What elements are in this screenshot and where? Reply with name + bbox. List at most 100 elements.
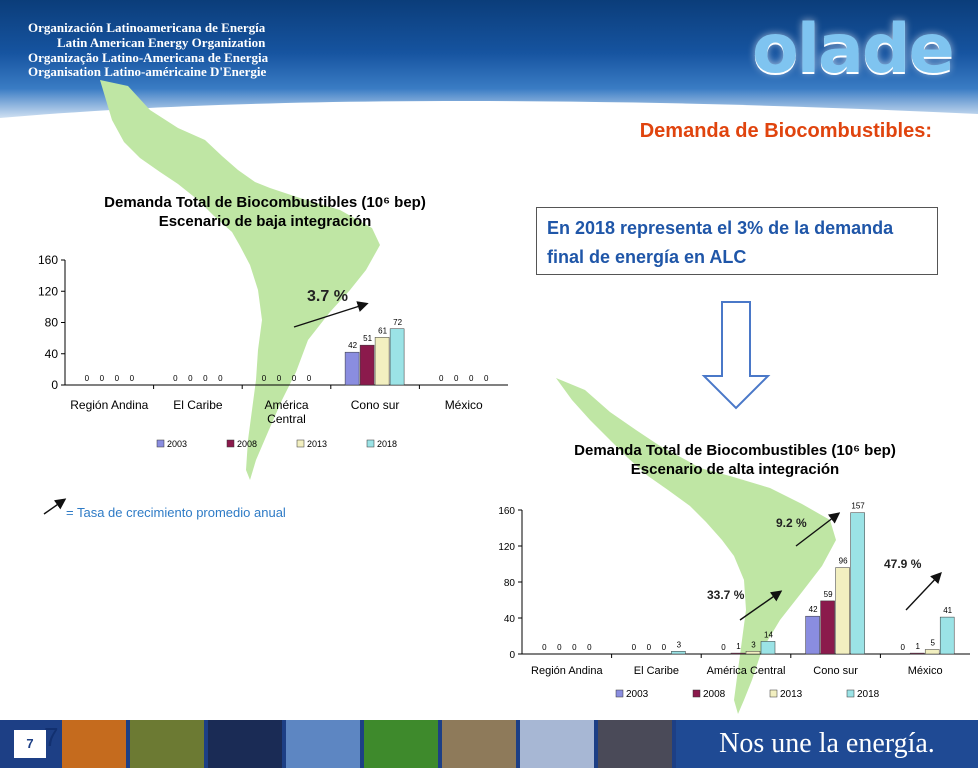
chart1-title: Demanda Total de Biocombustibles (10⁶ be… [80, 193, 450, 231]
chart2-bar [835, 567, 850, 655]
down-arrow-icon [701, 301, 771, 410]
chart1-data-label: 0 [203, 374, 208, 383]
page-number: 7 [14, 730, 46, 758]
chart2-legend-label: 2018 [857, 689, 880, 700]
chart2-data-label: 3 [751, 640, 756, 649]
chart2-legend-swatch [846, 689, 855, 698]
chart1-data-label: 0 [100, 374, 105, 383]
chart2-bar [909, 652, 925, 655]
callout-box: En 2018 representa el 3% de la demanda f… [536, 207, 938, 275]
chart1-data-label: 42 [348, 341, 357, 350]
chart1-data-label: 0 [292, 374, 297, 383]
chart1-data-label: 0 [188, 374, 193, 383]
org-name-en: Latin American Energy Organization [57, 35, 266, 50]
chart2-category-label: Cono sur [813, 665, 858, 677]
chart2-data-label: 41 [943, 606, 952, 615]
chart1-legend-label: 2018 [377, 439, 397, 449]
chart1-data-label: 0 [439, 374, 444, 383]
chart2-bar [745, 651, 761, 655]
growth-rate-c2-central: 33.7 % [707, 588, 745, 602]
chart1-bar [374, 337, 390, 386]
chart1-category-label: Cono sur [351, 398, 400, 412]
chart2-legend-swatch [615, 689, 624, 698]
chart1-legend-label: 2013 [307, 439, 327, 449]
chart2-data-label: 5 [930, 639, 935, 648]
chart2-data-label: 0 [557, 643, 562, 652]
growth-arrow-c2-sur [795, 512, 841, 547]
chart1-data-label: 51 [363, 334, 372, 343]
chart2-data-label: 0 [647, 643, 652, 652]
chart2-bar [805, 615, 820, 655]
page-number-large: 7 [44, 722, 59, 752]
chart2-data-label: 14 [764, 630, 773, 639]
chart1-data-label: 0 [277, 374, 282, 383]
chart1-data-label: 61 [378, 326, 387, 335]
chart1-bar [389, 328, 405, 386]
chart2-data-label: 157 [851, 502, 865, 511]
growth-arrow-c1 [293, 301, 369, 328]
chart2-subtitle: Escenario de alta integración [630, 461, 840, 478]
chart2-data-label: 0 [572, 643, 577, 652]
chart2-legend-swatch [692, 689, 701, 698]
chart1-category-label: Región Andina [70, 398, 148, 412]
chart2-bar [730, 652, 746, 655]
chart1-legend-swatch [156, 439, 165, 448]
legend-note: = Tasa de crecimiento promedio anual [66, 505, 286, 520]
chart2-data-label: 96 [839, 557, 848, 566]
chart2-data-label: 0 [632, 643, 637, 652]
chart1-legend-label: 2003 [167, 439, 187, 449]
growth-rate-c2-mexico: 47.9 % [884, 557, 922, 571]
chart2-ytick-label: 120 [498, 542, 515, 553]
chart2-bar [924, 649, 940, 655]
chart2-legend-swatch [769, 689, 778, 698]
chart2-category-label: Región Andina [531, 665, 603, 677]
chart2-legend-label: 2013 [780, 689, 803, 700]
growth-rate-c2-sur: 9.2 % [776, 516, 807, 530]
chart2-ytick-label: 160 [498, 506, 515, 517]
chart2-bar [850, 512, 865, 655]
chart1-data-label: 72 [393, 318, 402, 327]
chart2-bar [939, 616, 955, 655]
footer-image-strip [62, 720, 672, 768]
org-name-fr: Organisation Latino-américaine D'Energie [28, 64, 267, 79]
chart2-data-label: 59 [824, 590, 833, 599]
org-name-pt: Organização Latino-Americana de Energia [28, 50, 269, 65]
org-name-es: Organización Latinoamericana de Energía [28, 20, 266, 35]
chart1-category-label: México [445, 398, 483, 412]
chart2-title-line1: Demanda Total de Biocombustibles (10⁶ be… [574, 442, 896, 459]
chart2-category-label: El Caribe [634, 665, 679, 677]
header-banner [0, 0, 978, 118]
header-wave [0, 100, 978, 136]
chart1-legend-swatch [296, 439, 305, 448]
chart1-subtitle: Escenario de baja integración [158, 213, 372, 230]
chart2-bar [671, 651, 686, 655]
chart2-category-label: México [908, 665, 943, 677]
chart2-category-label: América Central [707, 665, 786, 677]
chart2-data-label: 0 [542, 643, 547, 652]
chart2-legend-label: 2008 [703, 689, 726, 700]
chart1-data-label: 0 [484, 374, 489, 383]
chart1-ytick-label: 160 [38, 253, 58, 267]
chart1-category-label: América Central [264, 398, 308, 426]
chart1-data-label: 0 [262, 374, 267, 383]
chart1-data-label: 0 [115, 374, 120, 383]
chart1-data-label: 0 [85, 374, 90, 383]
chart2-bar [760, 641, 776, 655]
chart1-bar [359, 344, 375, 386]
chart2-bar [820, 600, 835, 655]
chart2-ytick-label: 0 [509, 650, 515, 661]
chart1-legend-label: 2008 [237, 439, 257, 449]
growth-rate-c1: 3.7 % [307, 288, 348, 305]
growth-arrow-c2-central [739, 590, 783, 621]
chart2-data-label: 0 [662, 643, 667, 652]
chart1-data-label: 0 [454, 374, 459, 383]
chart1-data-label: 0 [469, 374, 474, 383]
chart2-legend-label: 2003 [626, 689, 649, 700]
chart2-data-label: 3 [677, 640, 682, 649]
chart2-title: Demanda Total de Biocombustibles (10⁶ be… [540, 441, 930, 479]
chart2-data-label: 1 [736, 642, 741, 651]
chart2-data-label: 42 [809, 605, 818, 614]
